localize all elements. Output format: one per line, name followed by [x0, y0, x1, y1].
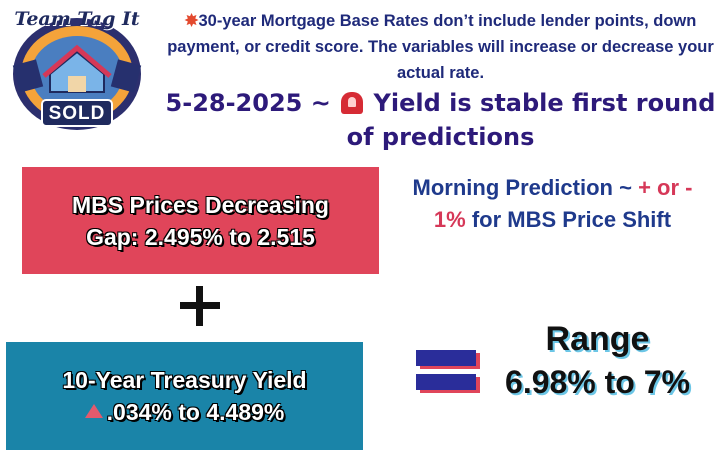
mbs-prices-box: MBS Prices Decreasing Gap: 2.495% to 2.5…	[22, 167, 379, 274]
siren-icon	[341, 92, 364, 114]
logo-graphic	[12, 18, 142, 130]
treasury-yield-title: 10-Year Treasury Yield	[62, 367, 307, 393]
logo-sold-text: SOLD	[48, 103, 106, 124]
headline-text: Yield is stable first round of predictio…	[346, 89, 716, 151]
range-block: Range 6.98% to 7%	[490, 318, 705, 404]
plus-icon	[180, 286, 220, 326]
treasury-yield-change: .034% to 4.489%	[106, 399, 285, 425]
morning-prediction-label: Morning Prediction ~	[412, 175, 632, 200]
treasury-yield-box: 10-Year Treasury Yield .034% to 4.489%	[6, 342, 363, 450]
up-triangle-icon	[84, 404, 103, 418]
treasury-yield-change-row: .034% to 4.489%	[84, 396, 285, 428]
disclaimer-text: 30-year Mortgage Base Rates don’t includ…	[167, 12, 714, 82]
mbs-prices-title: MBS Prices Decreasing	[72, 191, 329, 218]
logo-top-text: Team Tag It	[14, 8, 140, 30]
equals-bar-bottom	[416, 374, 476, 390]
mbs-gap-text: Gap: 2.495% to 2.515	[86, 223, 315, 250]
morning-prediction: Morning Prediction ~ + or - 1% for MBS P…	[380, 172, 725, 236]
percent-shift-text: 1%	[433, 207, 466, 232]
range-title: Range	[545, 320, 650, 358]
equals-icon	[416, 350, 480, 394]
headline: 5-28-2025 ~ Yield is stable first round …	[158, 86, 723, 154]
plus-or-minus-text: + or -	[638, 175, 693, 200]
range-value: 6.98% to 7%	[505, 364, 690, 400]
headline-date: 5-28-2025 ~	[165, 89, 331, 117]
team-tag-it-logo: Team Tag It SOLD	[2, 4, 152, 134]
disclaimer-text-block: ✸30-year Mortgage Base Rates don’t inclu…	[158, 8, 723, 86]
equals-bar-top	[416, 350, 476, 366]
collision-burst-icon: ✸	[184, 12, 199, 30]
mbs-price-shift-label: for MBS Price Shift	[471, 207, 672, 232]
